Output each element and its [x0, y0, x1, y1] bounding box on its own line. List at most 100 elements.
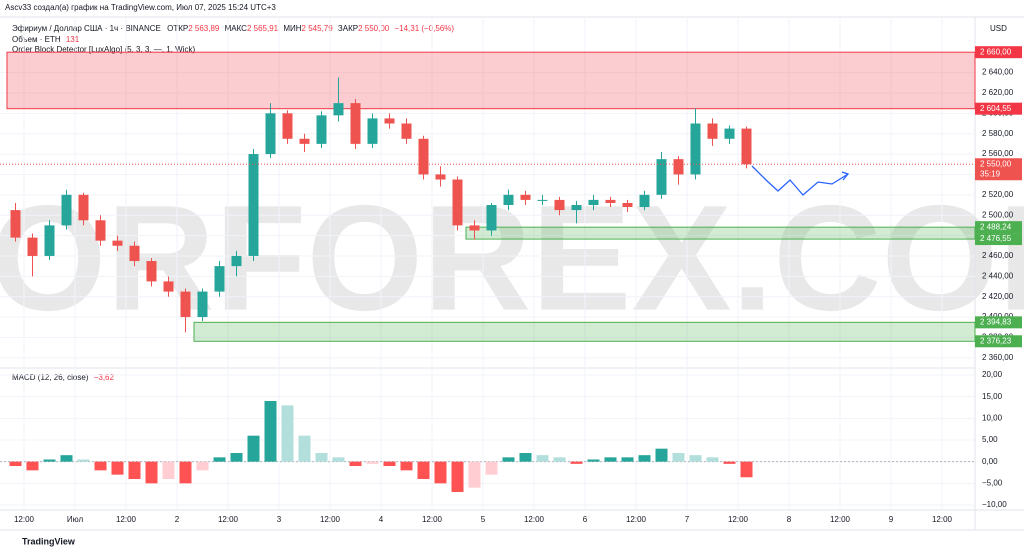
- price-tag: [975, 46, 1022, 59]
- candle-body: [350, 103, 361, 144]
- x-tick-label: 6: [583, 515, 588, 524]
- histogram-bar: [383, 461, 396, 466]
- macd-title: MACD (12, 26, close): [12, 373, 89, 382]
- candle-body: [452, 179, 463, 226]
- order-block: [6, 51, 976, 110]
- candle-body: [112, 240, 123, 246]
- histogram-bar: [587, 459, 600, 462]
- candle-body: [707, 123, 718, 139]
- histogram-bar: [9, 461, 22, 466]
- y-tick-label: 5,00: [982, 435, 998, 444]
- x-tick-label: Июл: [67, 515, 84, 524]
- countdown: 35:19: [980, 169, 1001, 178]
- histogram-bar: [485, 461, 498, 475]
- y-tick-label: 2 520,00: [982, 190, 1014, 199]
- candle-body: [231, 255, 242, 267]
- change: −14,31 (−0,56%): [394, 24, 454, 33]
- x-tick-label: 3: [277, 515, 282, 524]
- x-tick-label: 12:00: [116, 515, 137, 524]
- price-tag-label: 2 660,00: [980, 47, 1012, 56]
- histogram-bar: [315, 453, 328, 462]
- x-tick-label: 12:00: [830, 515, 851, 524]
- y-tick-label: 2 620,00: [982, 88, 1014, 97]
- histogram-bar: [298, 435, 311, 462]
- credit: Ascv33 создал(а) график на TradingView.c…: [5, 3, 276, 12]
- x-tick-label: 2: [175, 515, 180, 524]
- candle-body: [248, 154, 259, 256]
- high: 2 565,91: [247, 24, 279, 33]
- histogram-bar: [196, 461, 209, 471]
- candle-body: [401, 123, 412, 139]
- price-tag-label: 2 550,00: [980, 159, 1012, 168]
- histogram-bar: [723, 461, 736, 464]
- brand: TradingView: [22, 536, 76, 546]
- order-block: [465, 226, 976, 240]
- close: 2 550,00: [358, 24, 390, 33]
- open-label: ОТКР: [167, 24, 188, 33]
- histogram-bar: [519, 453, 532, 462]
- histogram-bar: [230, 453, 243, 462]
- price-tag: [975, 158, 1022, 181]
- x-tick-label: 4: [379, 515, 384, 524]
- x-tick-label: 9: [889, 515, 894, 524]
- histogram-bar: [77, 459, 90, 462]
- candle-body: [741, 128, 752, 165]
- candle-body: [520, 194, 531, 200]
- y-tick-label: −10,00: [982, 500, 1007, 509]
- candle-body: [554, 199, 565, 211]
- histogram-bar: [689, 455, 702, 462]
- histogram-bar: [604, 457, 617, 462]
- candle-body: [316, 115, 327, 144]
- histogram-bar: [128, 461, 141, 479]
- histogram-bar: [332, 457, 345, 462]
- histogram-bar: [94, 461, 107, 471]
- candle-body: [469, 225, 480, 231]
- histogram-bar: [213, 457, 226, 462]
- y-tick-label: 2 420,00: [982, 292, 1014, 301]
- price-tag-label: 2 394,83: [980, 317, 1012, 326]
- histogram-bar: [162, 461, 175, 479]
- x-tick-label: 12:00: [626, 515, 647, 524]
- histogram-bar: [417, 461, 430, 479]
- histogram-bar: [655, 448, 668, 462]
- histogram-bar: [111, 461, 124, 475]
- candle-body: [503, 194, 514, 205]
- macd-value: −3,62: [94, 373, 115, 382]
- y-tick-label: 2 560,00: [982, 149, 1014, 158]
- projection-arrow: [841, 171, 850, 181]
- candle-body: [384, 118, 395, 124]
- histogram-bar: [553, 457, 566, 462]
- x-tick-label: 12:00: [14, 515, 35, 524]
- candle-body: [639, 194, 650, 208]
- histogram-bar: [247, 435, 260, 462]
- candle-body: [690, 123, 701, 175]
- candle-body: [129, 245, 140, 262]
- y-tick-label: 2 360,00: [982, 353, 1014, 362]
- y-tick-label: 2 500,00: [982, 210, 1014, 219]
- candle-body: [299, 138, 310, 144]
- price-tag-label: 2 488,24: [980, 222, 1012, 231]
- y-tick-label: 2 460,00: [982, 251, 1014, 260]
- candle-body: [197, 291, 208, 318]
- y-tick-label: 2 440,00: [982, 271, 1014, 280]
- candle-body: [367, 118, 378, 144]
- histogram-bar: [740, 461, 753, 478]
- price-tag: [975, 335, 1022, 348]
- candle-body: [265, 113, 276, 155]
- y-tick-label: 2 640,00: [982, 68, 1014, 77]
- histogram-bar: [145, 461, 158, 484]
- candle-body: [571, 205, 582, 211]
- histogram-bar: [281, 405, 294, 462]
- x-tick-label: 12:00: [932, 515, 953, 524]
- x-tick-label: 5: [481, 515, 486, 524]
- candle-body: [78, 194, 89, 221]
- x-tick-label: 12:00: [422, 515, 443, 524]
- x-tick-label: 7: [685, 515, 690, 524]
- y-tick-label: 0,00: [982, 457, 998, 466]
- histogram-bar: [60, 455, 73, 462]
- histogram-bar: [43, 459, 56, 462]
- close-label: ЗАКР: [338, 24, 358, 33]
- candle-body: [656, 159, 667, 195]
- candle-body: [214, 266, 225, 292]
